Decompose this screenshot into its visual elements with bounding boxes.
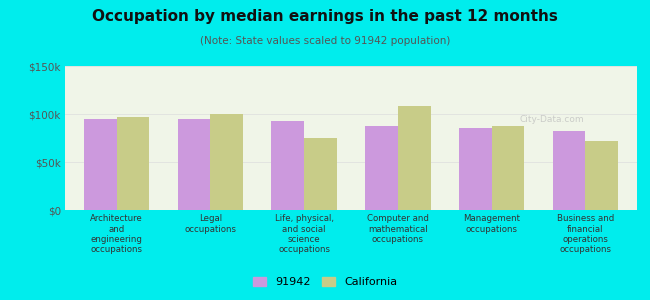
Legend: 91942, California: 91942, California <box>248 272 402 291</box>
Text: Occupation by median earnings in the past 12 months: Occupation by median earnings in the pas… <box>92 9 558 24</box>
Bar <box>211 114 243 210</box>
Bar <box>365 125 398 210</box>
Bar <box>84 119 116 210</box>
Bar <box>116 117 150 210</box>
Text: (Note: State values scaled to 91942 population): (Note: State values scaled to 91942 popu… <box>200 36 450 46</box>
Bar <box>304 138 337 210</box>
Bar <box>491 127 525 210</box>
Text: City-Data.com: City-Data.com <box>520 116 584 124</box>
Bar <box>398 106 431 210</box>
Bar <box>552 131 586 210</box>
Bar <box>271 121 304 210</box>
Bar <box>459 128 491 210</box>
Bar <box>586 141 618 210</box>
Bar <box>177 119 211 210</box>
